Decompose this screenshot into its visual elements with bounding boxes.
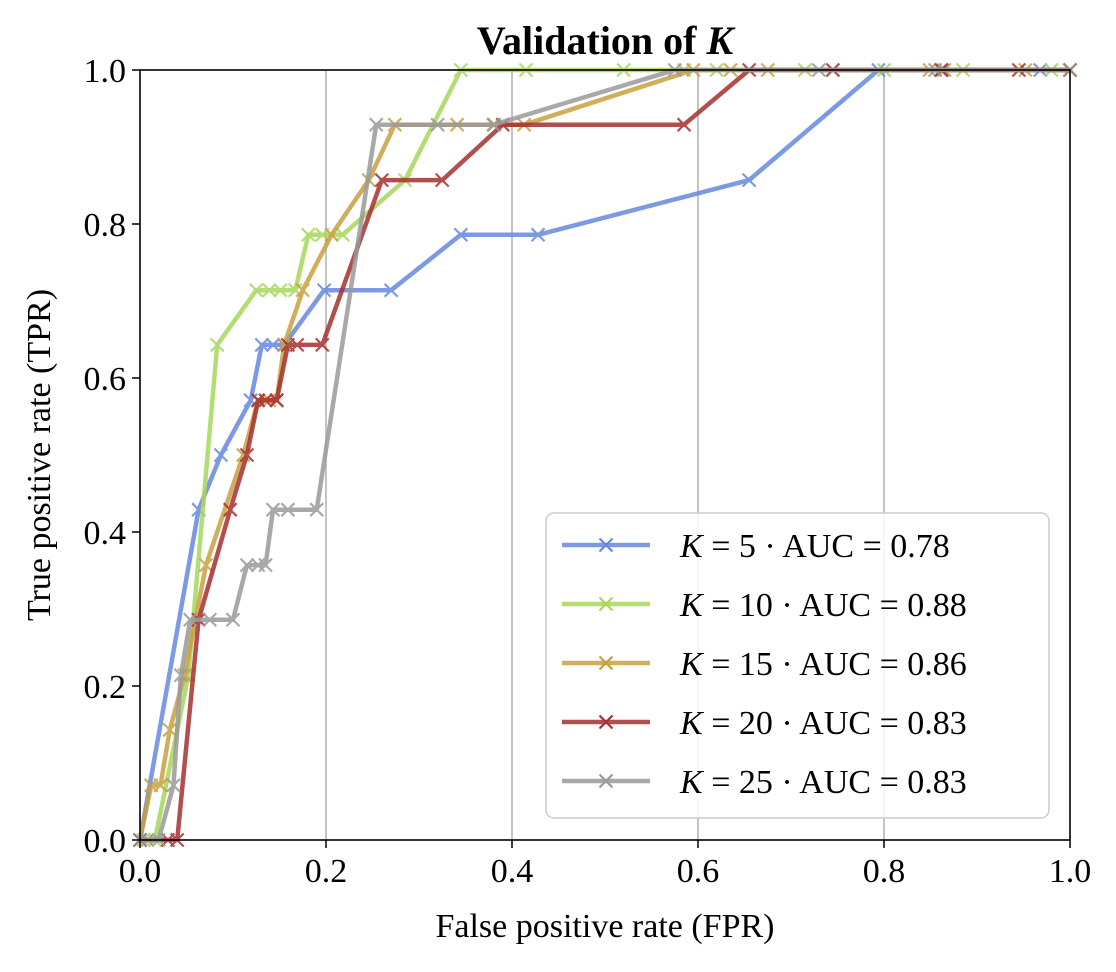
data-point [295, 282, 311, 298]
plot-frame [139, 69, 1071, 841]
data-point [324, 227, 339, 243]
legend-label: K = 15 · AUC = 0.86 [679, 646, 967, 683]
y-tick-label: 0.0 [84, 823, 127, 860]
x-tick-label: 0.4 [491, 853, 534, 890]
legend-item: K = 10 · AUC = 0.88 [562, 587, 967, 624]
data-point [741, 172, 757, 188]
data-point [162, 722, 178, 738]
data-point [173, 667, 189, 683]
legend-swatch-marker [598, 537, 614, 553]
data-point [213, 447, 229, 463]
legend-item: K = 15 · AUC = 0.86 [562, 646, 967, 683]
data-point [265, 502, 281, 517]
data-point [248, 282, 264, 298]
data-point [368, 117, 384, 132]
data-point [269, 393, 284, 408]
data-point [453, 227, 469, 243]
data-point [209, 337, 225, 353]
data-point [374, 172, 390, 188]
y-tick-label: 0.8 [84, 207, 127, 244]
data-point [301, 227, 316, 243]
x-tick-label: 1.0 [1049, 853, 1092, 890]
data-point [239, 557, 255, 573]
data-point [273, 282, 288, 298]
data-point [530, 227, 546, 243]
data-point [225, 612, 241, 628]
y-tick-label: 0.6 [84, 361, 127, 398]
data-point [258, 557, 273, 573]
legend-swatch-marker [598, 596, 614, 612]
data-point [202, 612, 218, 628]
data-point [486, 117, 501, 132]
data-point [335, 227, 351, 243]
data-point [676, 117, 692, 132]
data-point [434, 172, 450, 188]
data-point [289, 337, 305, 353]
x-tick-label: 0.2 [305, 853, 348, 890]
data-point [315, 337, 330, 353]
legend-box [545, 512, 1050, 819]
data-point [254, 337, 270, 353]
data-point [239, 447, 255, 463]
data-point [316, 282, 332, 298]
data-point [198, 557, 214, 573]
chart-title: Validation of K [477, 18, 736, 63]
legend: K = 5 · AUC = 0.78 K = 10 · AUC = 0.88 K =… [545, 512, 1050, 819]
data-point [222, 502, 238, 517]
data-point [383, 282, 399, 298]
legend-swatch-marker [598, 655, 614, 671]
data-point [261, 282, 277, 298]
y-tick-label: 0.2 [84, 669, 127, 706]
x-tick-label: 0.0 [119, 853, 162, 890]
y-axis-label: True positive rate (TPR) [21, 289, 58, 621]
legend-swatch-marker [598, 714, 614, 730]
legend-label: K = 10 · AUC = 0.88 [679, 587, 967, 624]
data-point [153, 778, 168, 793]
legend-label: K = 20 · AUC = 0.83 [679, 705, 967, 742]
axis-ticks: 0.0 0.2 0.4 0.6 0.8 1.0 0.0 0.2 0.4 0.6 0.8 1.0 [84, 53, 1092, 890]
data-point [265, 337, 281, 353]
x-tick-label: 0.6 [677, 853, 720, 890]
y-tick-label: 1.0 [84, 53, 127, 90]
data-point [258, 393, 273, 408]
legend-item: K = 20 · AUC = 0.83 [562, 705, 967, 742]
data-point [309, 502, 324, 517]
legend-label: K = 25 · AUC = 0.83 [679, 764, 967, 801]
legend-item: K = 5 · AUC = 0.78 [562, 528, 950, 565]
x-tick-label: 0.8 [863, 853, 906, 890]
x-axis-label: False positive rate (FPR) [435, 908, 774, 945]
legend-swatch-marker [598, 773, 614, 789]
data-point [182, 612, 198, 628]
data-point [166, 778, 181, 793]
data-point [280, 502, 296, 517]
legend-label: K = 5 · AUC = 0.78 [679, 528, 950, 565]
y-tick-label: 0.4 [84, 515, 127, 552]
legend-item: K = 25 · AUC = 0.83 [562, 764, 967, 801]
data-point [430, 117, 445, 132]
